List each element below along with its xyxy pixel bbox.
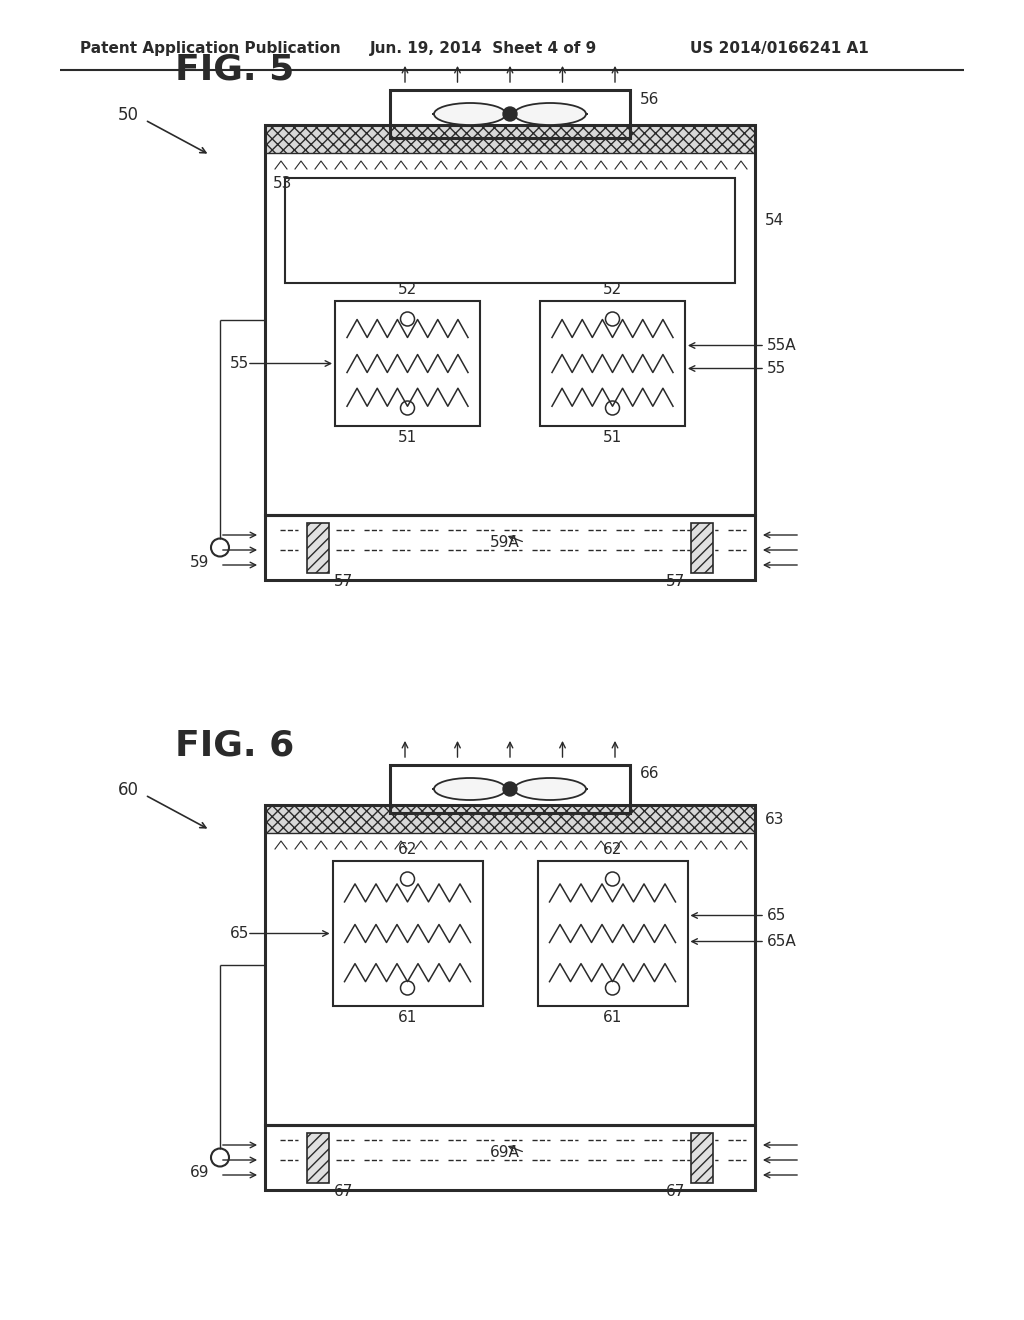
Text: 59A: 59A	[490, 535, 520, 550]
Bar	[335, 301, 480, 426]
Text: FIG. 6: FIG. 6	[175, 729, 294, 762]
Text: Patent Application Publication: Patent Application Publication	[80, 41, 341, 55]
Text: 63: 63	[765, 812, 784, 826]
Text: 69: 69	[190, 1166, 210, 1180]
Circle shape	[503, 107, 517, 121]
Text: 51: 51	[397, 430, 417, 446]
Bar	[265, 1125, 755, 1191]
Text: 55: 55	[230, 356, 249, 371]
Text: 67: 67	[666, 1184, 685, 1199]
Bar	[390, 90, 630, 139]
Ellipse shape	[514, 103, 586, 125]
Text: 52: 52	[397, 281, 417, 297]
Text: 66: 66	[640, 767, 659, 781]
Bar	[307, 523, 329, 573]
Bar	[265, 515, 755, 579]
Ellipse shape	[434, 103, 506, 125]
Text: 65A: 65A	[767, 935, 797, 949]
Text: 67: 67	[334, 1184, 353, 1199]
Text: 55: 55	[767, 360, 786, 376]
Bar	[307, 1133, 329, 1183]
Text: 55A: 55A	[767, 338, 797, 352]
Text: 62: 62	[397, 842, 417, 857]
Bar	[390, 766, 630, 813]
Bar	[265, 125, 755, 153]
Text: Jun. 19, 2014  Sheet 4 of 9: Jun. 19, 2014 Sheet 4 of 9	[370, 41, 597, 55]
Text: 56: 56	[640, 91, 659, 107]
Bar	[540, 301, 685, 426]
Text: 50: 50	[118, 106, 139, 124]
Text: 65: 65	[767, 908, 786, 923]
Bar	[691, 1133, 713, 1183]
Bar	[691, 523, 713, 573]
Text: 53: 53	[273, 176, 293, 190]
Text: 69A: 69A	[490, 1144, 520, 1160]
Bar	[538, 861, 687, 1006]
Text: 57: 57	[666, 573, 685, 589]
Text: 65: 65	[230, 927, 250, 941]
Text: 61: 61	[602, 1011, 622, 1026]
Bar	[285, 178, 735, 282]
Text: 51: 51	[602, 430, 622, 446]
Text: US 2014/0166241 A1: US 2014/0166241 A1	[690, 41, 868, 55]
Bar	[265, 805, 755, 1125]
Circle shape	[503, 781, 517, 796]
Text: 54: 54	[765, 213, 784, 228]
Bar	[265, 125, 755, 515]
Ellipse shape	[434, 777, 506, 800]
Text: 57: 57	[334, 573, 353, 589]
Text: 60: 60	[118, 781, 139, 799]
Text: 61: 61	[397, 1011, 417, 1026]
Bar	[265, 805, 755, 833]
Ellipse shape	[514, 777, 586, 800]
Text: 62: 62	[602, 842, 622, 857]
Bar	[333, 861, 482, 1006]
Text: 52: 52	[602, 281, 622, 297]
Text: 59: 59	[190, 554, 209, 570]
Text: FIG. 5: FIG. 5	[175, 53, 294, 87]
